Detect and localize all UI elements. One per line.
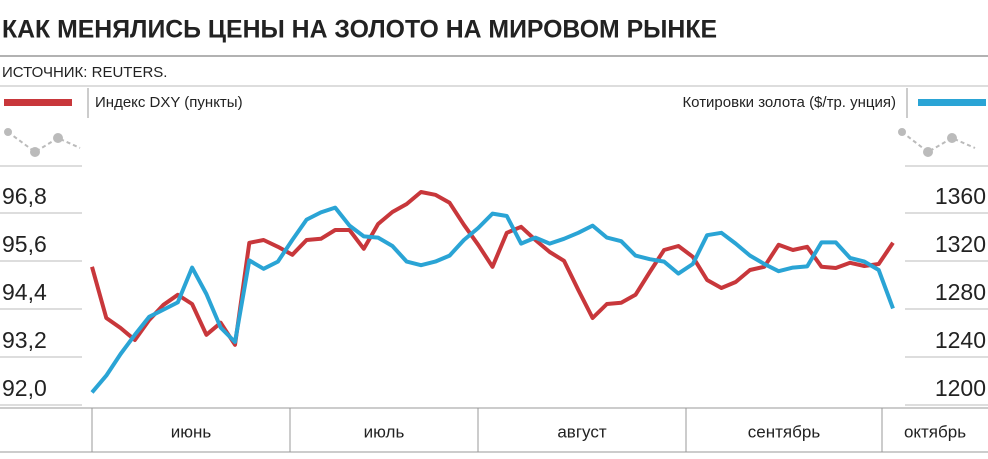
icon <box>4 128 976 157</box>
chart-title: КАК МЕНЯЛИСЬ ЦЕНЫ НА ЗОЛОТО НА МИРОВОМ Р… <box>2 16 717 44</box>
y-tick-label: 94,4 <box>2 279 47 305</box>
legend-label: Котировки золота ($/тр. унция) <box>682 94 896 111</box>
y2-tick-label: 1360 <box>935 183 986 209</box>
y2-tick-label: 1200 <box>935 375 986 401</box>
source: ИСТОЧНИК: REUTERS. <box>2 64 167 81</box>
legend-swatch <box>4 99 72 106</box>
legend-swatch <box>918 99 986 106</box>
legend-label: Индекс DXY (пункты) <box>95 94 243 111</box>
x-tick-label: июнь <box>171 422 212 441</box>
y-tick-label: 92,0 <box>2 375 47 401</box>
series-line <box>90 205 895 394</box>
y2-tick-label: 1280 <box>935 279 986 305</box>
x-tick-label: август <box>557 422 606 441</box>
y-tick-label: 96,8 <box>2 183 47 209</box>
y-tick-label: 95,6 <box>2 231 47 257</box>
y2-tick-label: 1320 <box>935 231 986 257</box>
y2-tick-label: 1240 <box>935 327 986 353</box>
x-tick-label: сентябрь <box>748 422 821 441</box>
x-tick-label: октябрь <box>904 422 966 441</box>
y-tick-label: 93,2 <box>2 327 47 353</box>
x-tick-label: июль <box>364 422 405 441</box>
